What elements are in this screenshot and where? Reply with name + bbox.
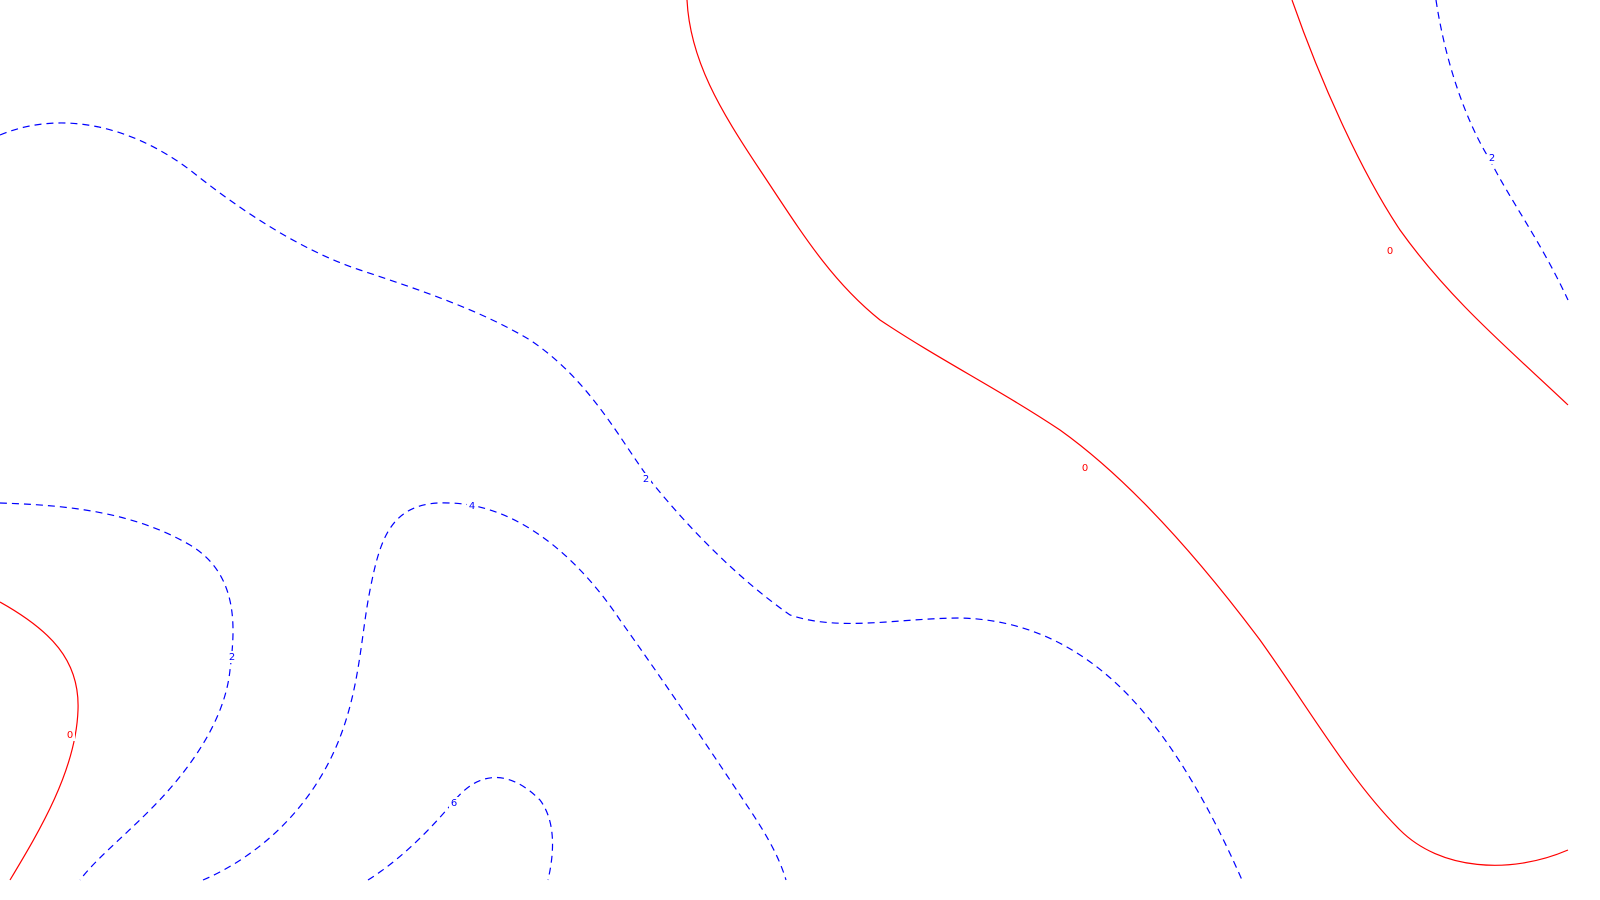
contour-label-bg-two-top-right: [1487, 152, 1497, 164]
contour-label-two-upper: 2: [643, 474, 649, 485]
contour-line-zero-bottom-left: [0, 601, 79, 881]
contour-label-zero-top-right: 0: [1387, 246, 1393, 257]
contour-line-zero-center-right: [686, 0, 1569, 866]
contour-label-bg-zero-center-right: [1080, 462, 1090, 474]
contour-label-two-left: 2: [229, 652, 235, 663]
contour-layer: 0 0 0 2 2 2 4 6: [0, 0, 1569, 881]
contour-label-bg-zero-bottom-left: [65, 729, 75, 741]
contour-label-bg-four-middle: [467, 500, 477, 512]
contour-label-two-top-right: 2: [1489, 153, 1495, 164]
contour-label-zero-bottom-left: 0: [67, 730, 73, 741]
contour-line-two-left: [0, 502, 234, 881]
contour-label-bg-two-left: [227, 651, 237, 663]
contour-label-bg-two-upper: [641, 473, 651, 485]
contour-label-bg-zero-top-right: [1385, 245, 1395, 257]
contour-line-zero-top-right: [1291, 0, 1569, 406]
contour-label-bg-six-bottom: [449, 797, 459, 809]
contour-label-zero-center-right: 0: [1082, 463, 1088, 474]
contour-label-six-bottom: 6: [451, 798, 457, 809]
contour-label-four-middle: 4: [469, 501, 475, 512]
contour-line-six-bottom: [367, 777, 554, 881]
